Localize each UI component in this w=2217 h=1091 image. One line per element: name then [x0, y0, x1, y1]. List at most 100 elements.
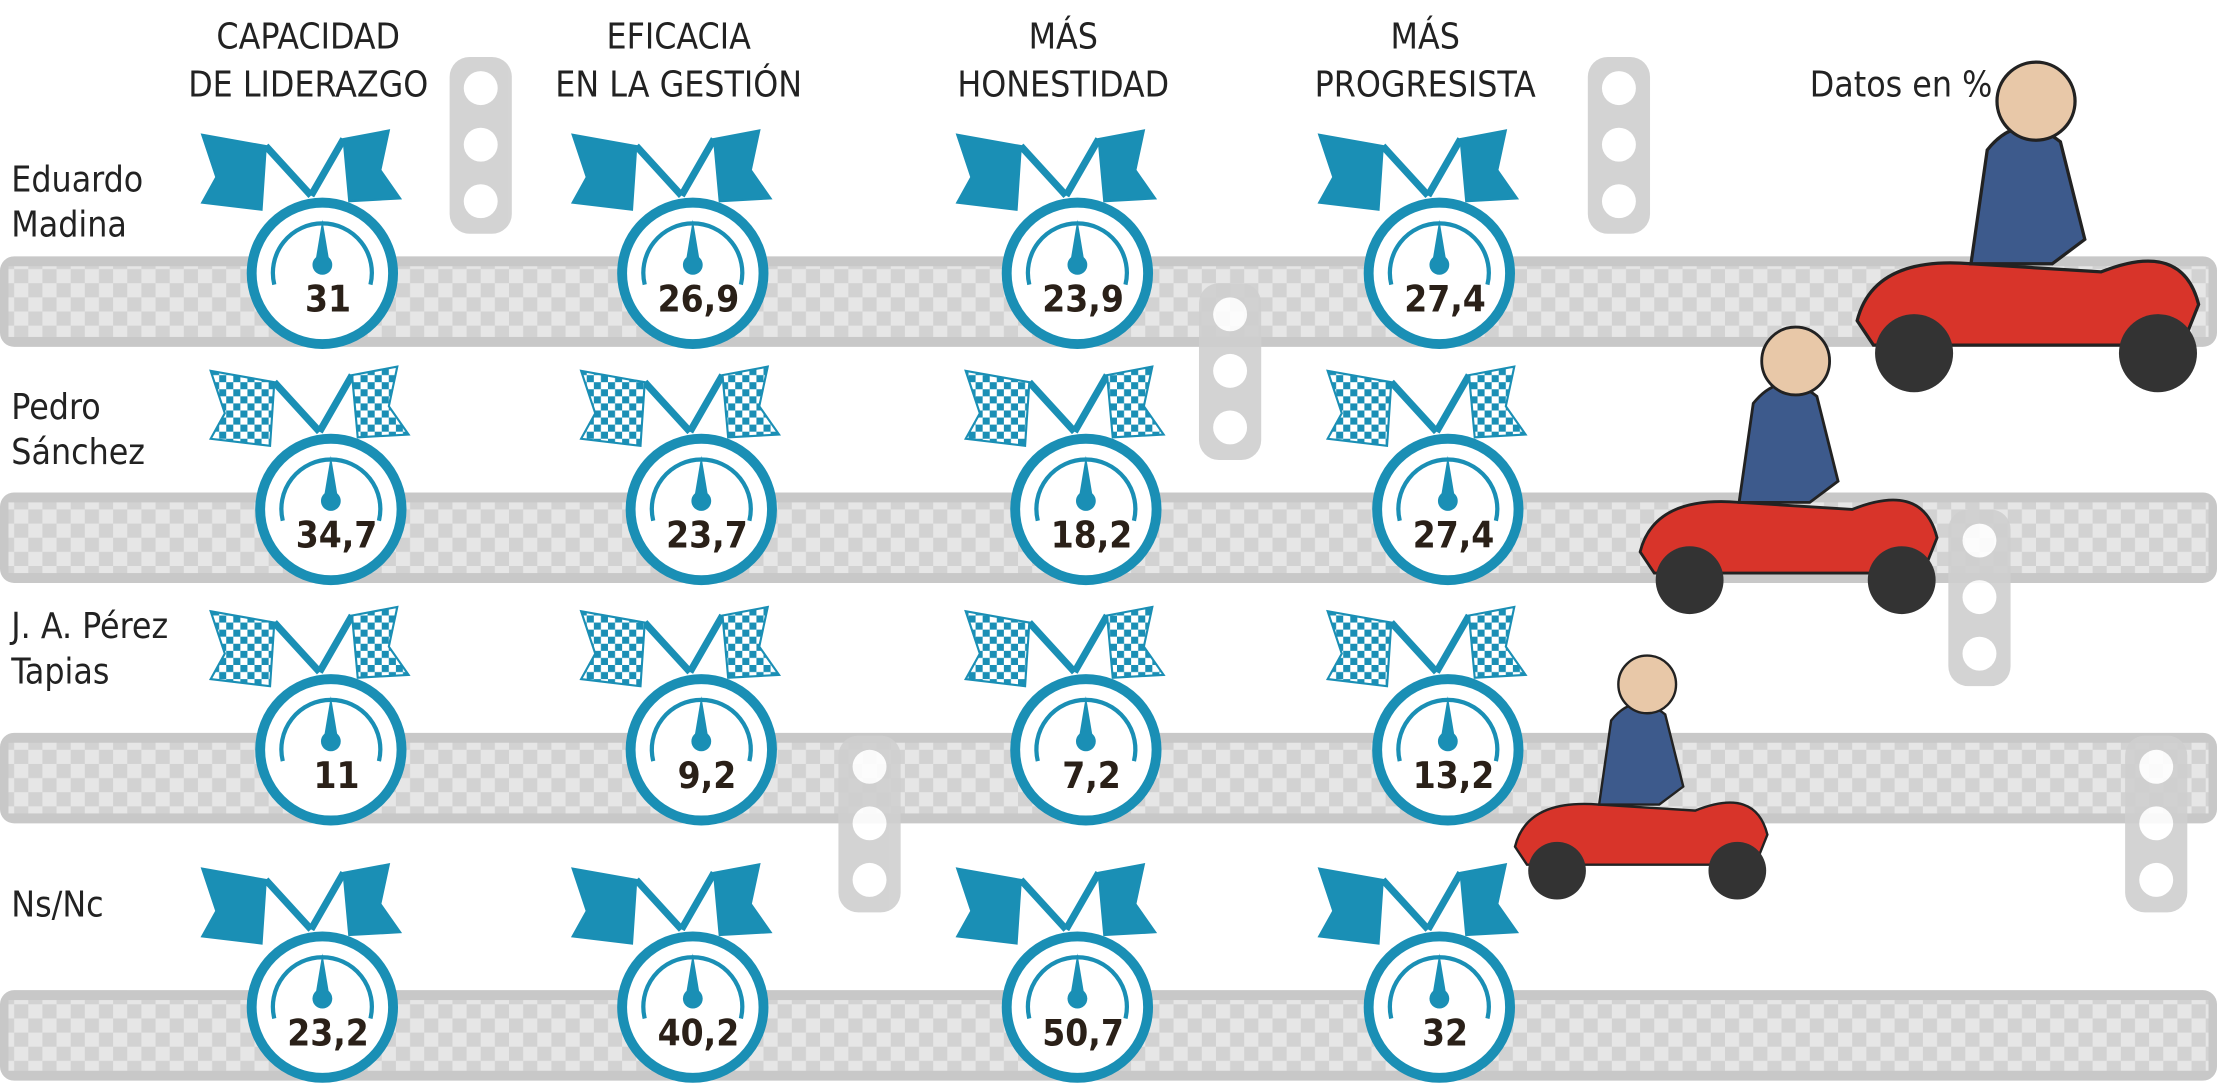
- wheel: [1867, 546, 1936, 615]
- traffic-light: [1587, 56, 1651, 234]
- flag: [208, 609, 276, 688]
- flag-pole: [307, 137, 347, 198]
- head: [1995, 60, 2077, 142]
- flag: [350, 605, 411, 679]
- column-header: MÁS: [1029, 16, 1098, 58]
- column-header: HONESTIDAD: [957, 65, 1169, 106]
- needle-hub: [691, 491, 712, 511]
- needle: [1078, 455, 1093, 499]
- flag: [1317, 867, 1384, 945]
- flag: [200, 867, 267, 945]
- flag-pole: [642, 620, 693, 675]
- gauge: 26,9: [570, 129, 773, 349]
- flag-pole: [271, 620, 323, 675]
- row-name: Ns/Nc: [11, 885, 103, 926]
- flag: [579, 609, 646, 688]
- needle: [315, 953, 330, 996]
- flag-pole: [633, 877, 685, 932]
- value: 23,9: [1042, 277, 1124, 320]
- flag: [721, 365, 782, 439]
- needle-hub: [1429, 254, 1450, 275]
- gauge: 23,7: [579, 365, 782, 586]
- value: 27,4: [1404, 277, 1486, 320]
- wheel: [1708, 841, 1767, 900]
- flag: [342, 862, 403, 937]
- flag: [1467, 605, 1528, 679]
- gauge: 23,9: [955, 129, 1158, 349]
- value: 23,2: [287, 1011, 369, 1054]
- flag: [1459, 862, 1520, 937]
- needle: [694, 455, 709, 499]
- flag-pole: [1433, 613, 1473, 674]
- gauge: 34,7: [208, 365, 411, 586]
- light: [463, 184, 498, 219]
- value: 50,7: [1042, 1011, 1124, 1054]
- flag-pole: [263, 877, 314, 932]
- traffic-light: [1948, 509, 2011, 687]
- rider: [1969, 125, 2087, 266]
- gauge: 27,4: [1317, 129, 1520, 349]
- flag: [1097, 129, 1158, 203]
- flag: [1317, 133, 1384, 211]
- needle: [1432, 953, 1447, 996]
- flag-pole: [1388, 620, 1440, 675]
- value: 27,4: [1413, 514, 1495, 557]
- note: Datos en %: [1810, 65, 1993, 106]
- value: 34,7: [296, 514, 378, 557]
- needle-hub: [1075, 491, 1096, 511]
- flag-pole: [1063, 137, 1102, 198]
- flag: [1105, 605, 1166, 679]
- gauge: 27,4: [1325, 365, 1528, 586]
- flag: [1105, 365, 1166, 439]
- value: 7,2: [1062, 754, 1121, 797]
- light: [2139, 749, 2174, 784]
- value: 40,2: [658, 1011, 740, 1054]
- flag-pole: [678, 871, 718, 932]
- light: [2139, 806, 2174, 841]
- flag: [350, 365, 411, 439]
- light: [1213, 353, 1248, 388]
- needle-hub: [312, 254, 333, 275]
- flag-pole: [1071, 613, 1111, 674]
- needle-hub: [320, 491, 341, 511]
- wheel: [2118, 314, 2197, 393]
- head: [1760, 325, 1832, 397]
- flag: [570, 867, 638, 945]
- light: [1601, 71, 1636, 106]
- needle: [315, 219, 330, 263]
- scooter-body: [1513, 801, 1769, 866]
- flag: [579, 369, 646, 448]
- needle-hub: [1067, 988, 1088, 1009]
- gauge: 9,2: [579, 605, 782, 826]
- flag: [712, 862, 773, 937]
- needle-hub: [1075, 731, 1096, 752]
- flag-pole: [316, 613, 356, 674]
- light: [852, 749, 887, 784]
- light: [1962, 636, 1997, 671]
- light: [463, 127, 498, 162]
- needle: [1432, 219, 1447, 263]
- row-name: Sánchez: [11, 432, 145, 473]
- column-header: EN LA GESTIÓN: [555, 64, 802, 106]
- gauge: 13,2: [1325, 605, 1528, 826]
- flag: [342, 129, 403, 203]
- needle-hub: [682, 988, 703, 1009]
- light: [1601, 127, 1636, 162]
- flag-pole: [1380, 143, 1431, 198]
- value: 11: [314, 754, 360, 797]
- wheel: [1528, 841, 1586, 900]
- traffic-light: [449, 56, 512, 234]
- row-name: J. A. Pérez: [9, 606, 168, 647]
- traffic-light: [2125, 735, 2188, 913]
- flag: [200, 133, 267, 211]
- flag: [1097, 862, 1158, 937]
- needle-hub: [1429, 988, 1450, 1009]
- flag-pole: [1018, 143, 1069, 198]
- rider: [1737, 382, 1840, 504]
- needle: [1078, 696, 1093, 739]
- column-header: DE LIDERAZGO: [188, 65, 428, 106]
- gauge: 23,2: [200, 862, 403, 1083]
- needle-hub: [1067, 254, 1088, 275]
- flag-pole: [1424, 137, 1464, 198]
